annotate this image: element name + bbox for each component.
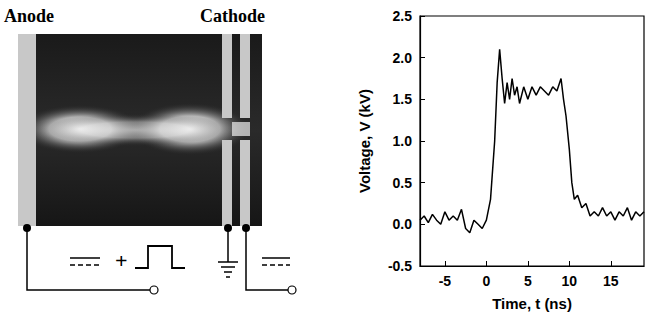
svg-text:Time, t (ns): Time, t (ns) — [492, 295, 572, 312]
svg-text:1.0: 1.0 — [393, 133, 413, 149]
svg-text:0: 0 — [482, 273, 490, 289]
svg-text:10: 10 — [562, 273, 578, 289]
svg-text:Voltage, V (kV): Voltage, V (kV) — [356, 89, 373, 193]
svg-text:-5: -5 — [439, 273, 452, 289]
svg-text:0.0: 0.0 — [393, 216, 413, 232]
svg-text:Anode: Anode — [4, 6, 54, 26]
svg-text:5: 5 — [524, 273, 532, 289]
svg-text:Cathode: Cathode — [200, 6, 265, 26]
svg-text:15: 15 — [603, 273, 619, 289]
svg-text:2.5: 2.5 — [393, 8, 413, 24]
svg-text:0.5: 0.5 — [393, 175, 413, 191]
svg-text:+: + — [115, 248, 128, 273]
svg-text:2.0: 2.0 — [393, 50, 413, 66]
svg-text:-0.5: -0.5 — [388, 258, 412, 274]
svg-text:1.5: 1.5 — [393, 91, 413, 107]
